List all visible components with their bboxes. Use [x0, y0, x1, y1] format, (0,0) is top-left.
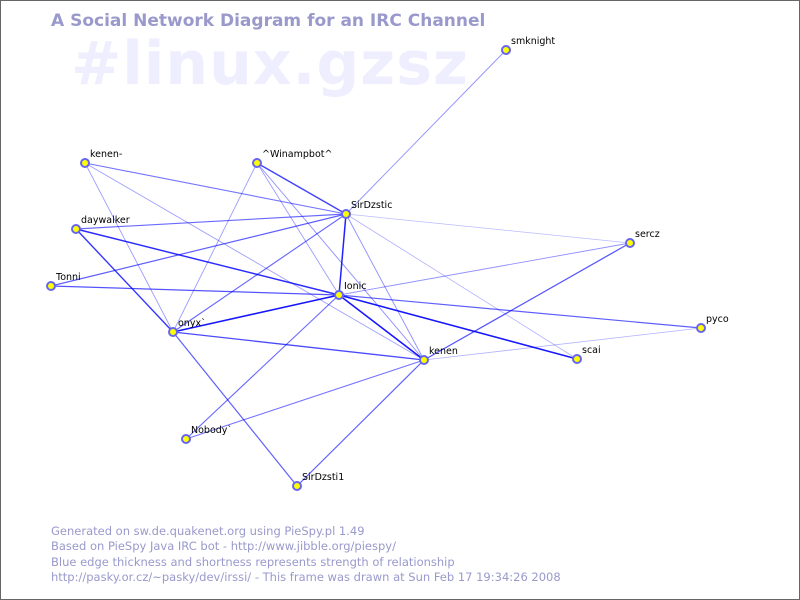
node-Nobody: Nobody`	[181, 425, 232, 444]
footer-line-based-on: Based on PieSpy Java IRC bot - http://ww…	[51, 539, 396, 554]
footer-line-drawn-at: http://pasky.or.cz/~pasky/dev/irssi/ - T…	[51, 570, 561, 585]
edge-Tonni-Ionic	[50, 285, 340, 296]
edge-kenen-Nobody	[185, 359, 425, 440]
node-circle	[71, 224, 81, 234]
edges-layer	[50, 49, 702, 487]
edge-Ionic-pyco	[338, 294, 702, 329]
node-SirDzstic: SirDzstic	[341, 200, 392, 219]
node-label: ^Winampbot^	[262, 149, 332, 160]
node-circle	[572, 354, 582, 364]
node-circle	[168, 327, 178, 337]
node-sercz: sercz	[625, 229, 660, 248]
edge-winampbot-SirDzstic	[256, 162, 347, 215]
edge-SirDzstic-sercz	[345, 213, 631, 244]
edge-kenen--onyx	[84, 162, 174, 333]
node-label: scai	[582, 345, 601, 356]
node-circle	[80, 158, 90, 168]
node-circle	[46, 281, 56, 291]
edge-Ionic-sercz	[338, 242, 631, 296]
node-smknight: smknight	[501, 36, 555, 55]
node-daywalker: daywalker	[71, 215, 130, 234]
edge-daywalker-Ionic	[75, 228, 340, 296]
nodes-layer: smknight kenen- ^Winampbot^ SirDzstic daywal…	[46, 36, 729, 491]
node-SirDzsti1: SirDzsti1	[292, 472, 344, 491]
edge-kenen--SirDzstic	[84, 162, 347, 215]
node-label: sercz	[635, 229, 660, 240]
edge-daywalker-onyx	[75, 228, 174, 333]
edge-kenen-SirDzsti1	[296, 359, 425, 487]
edge-winampbot-kenen	[256, 162, 425, 361]
node-kenen-: kenen-	[80, 149, 122, 168]
node-label: kenen	[429, 346, 458, 357]
edge-Ionic-onyx	[172, 294, 340, 333]
node-label: daywalker	[81, 215, 130, 226]
node-circle	[696, 323, 706, 333]
channel-watermark: #linux.gzsz	[71, 29, 469, 99]
diagram-title: A Social Network Diagram for an IRC Chan…	[51, 11, 486, 31]
edge-winampbot-Ionic	[256, 162, 340, 296]
node-label: kenen-	[90, 149, 122, 160]
node-label: onyx`	[178, 318, 206, 329]
node-Tonni: Tonni	[46, 272, 81, 291]
node-winampbot: ^Winampbot^	[252, 149, 332, 168]
node-circle	[181, 434, 191, 444]
edge-Tonni-SirDzstic	[50, 213, 347, 287]
node-circle	[334, 290, 344, 300]
node-circle	[252, 158, 262, 168]
node-label: pyco	[706, 314, 729, 325]
node-label: Nobody`	[191, 425, 232, 436]
edge-onyx-SirDzsti1	[172, 331, 298, 487]
node-onyx: onyx`	[168, 318, 206, 337]
node-circle	[625, 238, 635, 248]
node-label: Tonni	[55, 272, 81, 283]
edge-onyx-kenen	[172, 331, 425, 361]
edge-kenen--kenen	[84, 162, 425, 361]
edge-smknight-SirDzstic	[345, 49, 507, 215]
node-label: Ionic	[344, 281, 367, 292]
node-kenen: kenen	[419, 346, 458, 365]
edge-winampbot-onyx	[172, 162, 258, 333]
edge-kenen-sercz	[423, 242, 631, 361]
node-label: SirDzsti1	[302, 472, 344, 483]
edge-SirDzstic-kenen	[345, 213, 425, 361]
node-pyco: pyco	[696, 314, 729, 333]
edge-SirDzstic-onyx	[172, 213, 347, 333]
node-scai: scai	[572, 345, 601, 364]
node-label: smknight	[511, 36, 555, 47]
node-circle	[292, 481, 302, 491]
edge-Ionic-scai	[338, 294, 578, 360]
node-circle	[501, 45, 511, 55]
node-label: SirDzstic	[351, 200, 392, 211]
node-Ionic: Ionic	[334, 281, 367, 300]
edge-Ionic-kenen	[338, 294, 425, 361]
footer-line-generated: Generated on sw.de.quakenet.org using Pi…	[51, 524, 365, 538]
node-circle	[341, 209, 351, 219]
edge-kenen-pyco	[423, 327, 702, 361]
footer: Generated on sw.de.quakenet.org using Pi…	[51, 524, 561, 586]
footer-line-legend: Blue edge thickness and shortness repres…	[51, 554, 455, 569]
edge-SirDzstic-Ionic	[338, 213, 347, 296]
edge-Ionic-Nobody	[185, 294, 340, 440]
node-circle	[419, 355, 429, 365]
edge-daywalker-SirDzstic	[75, 213, 347, 230]
edge-SirDzstic-scai	[345, 213, 578, 360]
